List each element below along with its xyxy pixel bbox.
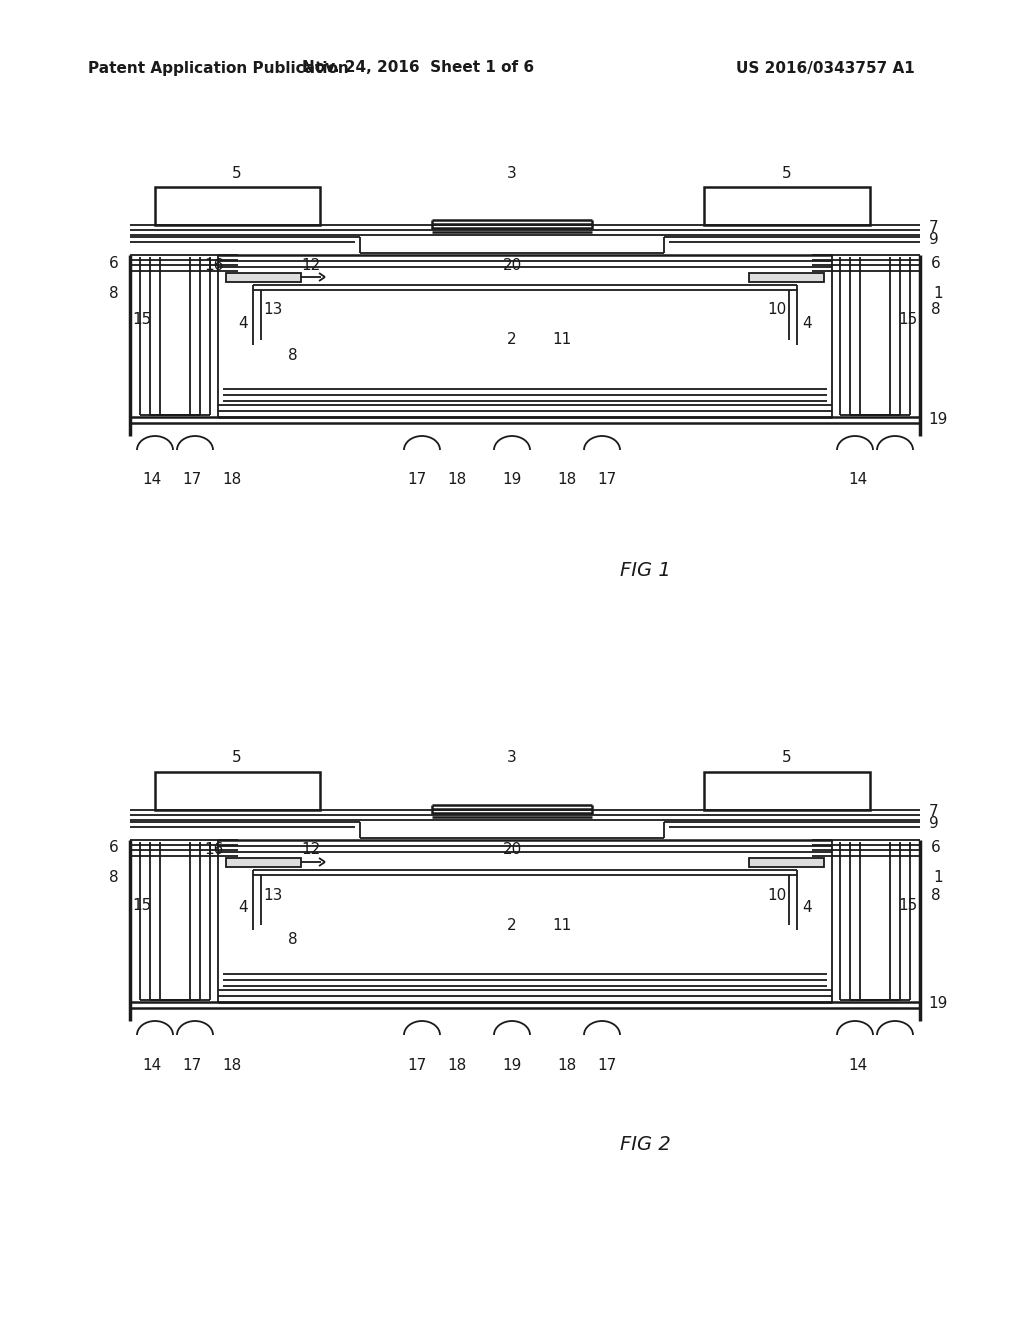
Text: 8: 8 xyxy=(288,347,298,363)
Text: 20: 20 xyxy=(503,842,521,858)
Text: Nov. 24, 2016  Sheet 1 of 6: Nov. 24, 2016 Sheet 1 of 6 xyxy=(302,61,535,75)
Text: 4: 4 xyxy=(802,315,812,330)
Text: 10: 10 xyxy=(767,302,786,318)
Text: 19: 19 xyxy=(929,412,947,426)
Text: 12: 12 xyxy=(301,842,321,858)
Bar xyxy=(155,772,319,810)
Text: 11: 11 xyxy=(552,333,571,347)
Text: Patent Application Publication: Patent Application Publication xyxy=(88,61,349,75)
Text: 8: 8 xyxy=(110,870,119,886)
Text: 18: 18 xyxy=(557,473,577,487)
Text: 6: 6 xyxy=(931,841,941,855)
Text: 17: 17 xyxy=(408,473,427,487)
Text: 6: 6 xyxy=(110,841,119,855)
Text: 17: 17 xyxy=(597,1057,616,1072)
Text: 2: 2 xyxy=(507,917,517,932)
Text: 2: 2 xyxy=(507,333,517,347)
Bar xyxy=(705,772,870,810)
Bar xyxy=(705,187,870,224)
Text: 12: 12 xyxy=(301,257,321,272)
Text: FIG 2: FIG 2 xyxy=(620,1135,671,1155)
Text: 3: 3 xyxy=(507,751,517,766)
Text: 19: 19 xyxy=(929,997,947,1011)
Text: 18: 18 xyxy=(447,1057,467,1072)
Text: 17: 17 xyxy=(182,1057,202,1072)
Text: 17: 17 xyxy=(182,473,202,487)
Bar xyxy=(749,273,824,282)
Bar xyxy=(155,187,319,224)
Bar xyxy=(749,858,824,867)
Text: 15: 15 xyxy=(132,898,152,912)
Text: FIG 1: FIG 1 xyxy=(620,561,671,579)
Text: 3: 3 xyxy=(507,165,517,181)
Text: 9: 9 xyxy=(929,817,939,832)
Text: 14: 14 xyxy=(142,1057,162,1072)
Text: 18: 18 xyxy=(222,1057,242,1072)
Text: 6: 6 xyxy=(931,256,941,271)
Text: 4: 4 xyxy=(239,900,248,916)
Text: 10: 10 xyxy=(767,887,786,903)
Text: US 2016/0343757 A1: US 2016/0343757 A1 xyxy=(736,61,914,75)
Text: 5: 5 xyxy=(782,751,792,766)
Text: 15: 15 xyxy=(898,313,918,327)
Text: 8: 8 xyxy=(110,285,119,301)
Text: 1: 1 xyxy=(933,285,943,301)
Bar xyxy=(226,273,301,282)
Text: 7: 7 xyxy=(929,804,939,820)
Text: 14: 14 xyxy=(848,1057,867,1072)
Text: 13: 13 xyxy=(263,887,283,903)
Text: 13: 13 xyxy=(263,302,283,318)
Text: 4: 4 xyxy=(239,315,248,330)
Text: 8: 8 xyxy=(288,932,298,948)
Text: 5: 5 xyxy=(782,165,792,181)
Text: 20: 20 xyxy=(503,257,521,272)
Text: 14: 14 xyxy=(848,473,867,487)
Text: 8: 8 xyxy=(931,302,941,318)
Text: 14: 14 xyxy=(142,473,162,487)
Text: 19: 19 xyxy=(503,473,521,487)
Text: 7: 7 xyxy=(929,219,939,235)
Text: 6: 6 xyxy=(110,256,119,271)
Text: 11: 11 xyxy=(552,917,571,932)
Text: 19: 19 xyxy=(503,1057,521,1072)
Text: 16: 16 xyxy=(205,842,223,858)
Text: 15: 15 xyxy=(898,898,918,912)
Text: 9: 9 xyxy=(929,231,939,247)
Text: 5: 5 xyxy=(232,165,242,181)
Text: 18: 18 xyxy=(447,473,467,487)
Text: 17: 17 xyxy=(597,473,616,487)
Bar xyxy=(226,858,301,867)
Text: 5: 5 xyxy=(232,751,242,766)
Text: 16: 16 xyxy=(205,257,223,272)
Text: 8: 8 xyxy=(931,887,941,903)
Text: 4: 4 xyxy=(802,900,812,916)
Text: 18: 18 xyxy=(222,473,242,487)
Text: 18: 18 xyxy=(557,1057,577,1072)
Text: 17: 17 xyxy=(408,1057,427,1072)
Text: 15: 15 xyxy=(132,313,152,327)
Text: 1: 1 xyxy=(933,870,943,886)
